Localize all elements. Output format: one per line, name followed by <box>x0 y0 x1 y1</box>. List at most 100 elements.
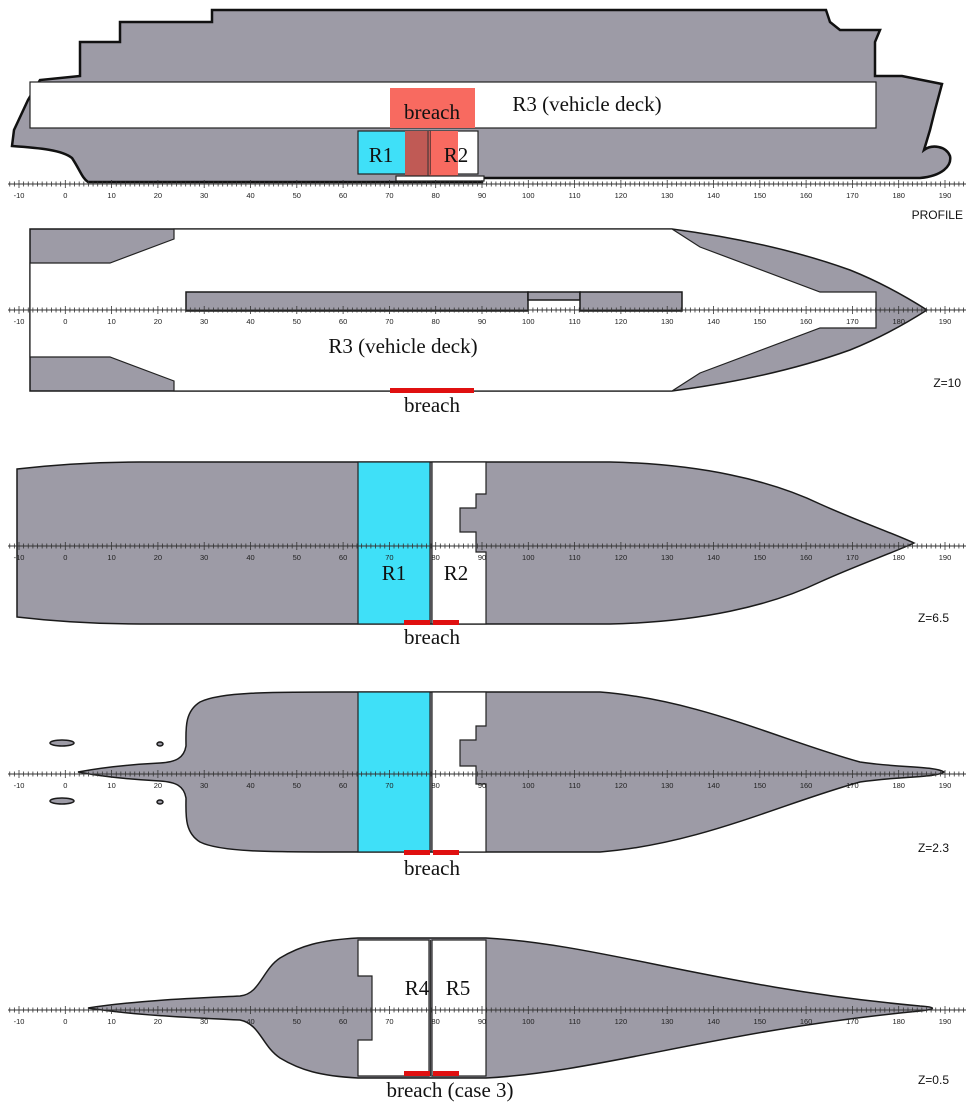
axis-tick-label: 60 <box>339 553 347 562</box>
profile-breach-label: breach <box>404 100 460 124</box>
axis-tick-label: 140 <box>707 1017 720 1026</box>
axis-tick-label: 90 <box>478 553 486 562</box>
axis-tick-label: 150 <box>754 781 767 790</box>
axis-tick-label: 120 <box>615 553 628 562</box>
z23-breach-marker-a <box>404 850 430 855</box>
axis-tick-label: 20 <box>154 781 162 790</box>
axis-tick-label: 190 <box>939 191 952 200</box>
z05-r5-label: R5 <box>446 976 471 1000</box>
axis-tick-label: 20 <box>154 553 162 562</box>
axis-tick-label: 60 <box>339 317 347 326</box>
profile-r3-label: R3 (vehicle deck) <box>512 92 661 116</box>
z65-breach-marker-b <box>433 620 459 625</box>
axis-tick-label: 160 <box>800 1017 813 1026</box>
axis-tick-label: 70 <box>385 317 393 326</box>
axis-tick-label: 120 <box>615 781 628 790</box>
profile-view-label: PROFILE <box>912 208 963 222</box>
profile-axis: -10 0 10 20 30 40 50 60 70 80 90 100 110 120 130 140 150… <box>8 180 966 200</box>
profile-breach-zone-lower <box>430 131 458 176</box>
axis-tick-label: 180 <box>892 553 905 562</box>
axis-tick-label: 150 <box>754 317 767 326</box>
profile-r2-label: R2 <box>444 143 469 167</box>
axis-tick-label: 30 <box>200 553 208 562</box>
z23-appendage-port <box>49 739 75 747</box>
axis-tick-label: 110 <box>569 317 581 326</box>
axis-tick-label: 70 <box>385 553 393 562</box>
axis-tick-label: 120 <box>615 1017 628 1026</box>
axis-tick-label: 10 <box>107 317 115 326</box>
axis-tick-label: 90 <box>478 191 486 200</box>
profile-breach-overlap <box>405 131 430 176</box>
axis-tick-label: 160 <box>800 317 813 326</box>
axis-tick-label: 180 <box>892 781 905 790</box>
axis-tick-label: 190 <box>939 553 952 562</box>
z05-room-r4 <box>357 939 430 1077</box>
z05-breach-marker-a <box>404 1071 430 1076</box>
z05-view: R4 R5 breach (case 3) -10 0 10 20 30 40 50 60 70… <box>8 937 966 1102</box>
axis-tick-label: 100 <box>522 781 535 790</box>
z65-breach-label: breach <box>404 625 460 649</box>
axis-tick-label: 170 <box>846 317 859 326</box>
z23-appendage-starboard <box>49 797 75 805</box>
axis-tick-label: 100 <box>522 553 535 562</box>
axis-tick-label: 130 <box>661 781 674 790</box>
axis-tick-label: -10 <box>14 1017 25 1026</box>
axis-tick-label: 80 <box>432 317 440 326</box>
axis-tick-label: 130 <box>661 317 674 326</box>
axis-tick-label: 160 <box>800 553 813 562</box>
axis-tick-label: 20 <box>154 317 162 326</box>
axis-tick-label: 160 <box>800 781 813 790</box>
axis-tick-label: 60 <box>339 1017 347 1026</box>
axis-tick-label: 170 <box>846 781 859 790</box>
axis-tick-label: 110 <box>569 553 581 562</box>
axis-tick-label: 90 <box>478 317 486 326</box>
z65-r1-label: R1 <box>382 561 407 585</box>
axis-tick-label: 20 <box>154 1017 162 1026</box>
axis-tick-label: 0 <box>63 317 67 326</box>
axis-tick-label: 50 <box>293 781 301 790</box>
z10-r3-label: R3 (vehicle deck) <box>328 334 477 358</box>
axis-tick-label: 0 <box>63 191 67 200</box>
axis-tick-label: 40 <box>246 553 254 562</box>
axis-tick-label: 170 <box>846 553 859 562</box>
axis-tick-label: 100 <box>522 1017 535 1026</box>
axis-tick-label: 10 <box>107 191 115 200</box>
axis-tick-label: 40 <box>246 191 254 200</box>
axis-tick-label: 30 <box>200 191 208 200</box>
z05-axis: -10 0 10 20 30 40 50 60 70 80 90 100 110 120 130 140 150… <box>8 1006 966 1026</box>
z10-inner-block-b <box>527 291 581 301</box>
axis-tick-label: 30 <box>200 781 208 790</box>
z05-breach-marker-b <box>433 1071 459 1076</box>
profile-r1-label: R1 <box>369 143 394 167</box>
z65-room-r2 <box>431 461 487 625</box>
axis-tick-label: 150 <box>754 553 767 562</box>
axis-tick-label: 20 <box>154 191 162 200</box>
z10-breach-label: breach <box>404 393 460 417</box>
axis-tick-label: 190 <box>939 1017 952 1026</box>
axis-tick-label: 10 <box>107 781 115 790</box>
axis-tick-label: 80 <box>432 1017 440 1026</box>
z65-view: R1 R2 breach -10 0 10 20 30 40 50 60 70 80 90 100 11… <box>8 461 966 649</box>
axis-tick-label: 80 <box>432 553 440 562</box>
axis-tick-label: 180 <box>892 191 905 200</box>
z23-breach-marker-b <box>433 850 459 855</box>
z23-breach-label: breach <box>404 856 460 880</box>
axis-tick-label: 80 <box>432 781 440 790</box>
axis-tick-label: 50 <box>293 317 301 326</box>
axis-tick-label: 150 <box>754 191 767 200</box>
z10-inner-block-c <box>579 291 683 312</box>
axis-tick-label: 40 <box>246 1017 254 1026</box>
z65-view-label: Z=6.5 <box>918 611 949 625</box>
axis-tick-label: 140 <box>707 781 720 790</box>
z23-view-label: Z=2.3 <box>918 841 949 855</box>
z65-breach-marker-a <box>404 620 430 625</box>
axis-tick-label: 50 <box>293 553 301 562</box>
axis-tick-label: 180 <box>892 317 905 326</box>
axis-tick-label: 50 <box>293 1017 301 1026</box>
axis-tick-label: 100 <box>522 317 535 326</box>
axis-tick-label: 10 <box>107 553 115 562</box>
z23-appendage-port-small <box>156 741 164 747</box>
axis-tick-label: 70 <box>385 191 393 200</box>
axis-tick-label: -10 <box>14 781 25 790</box>
axis-tick-label: 110 <box>569 1017 581 1026</box>
